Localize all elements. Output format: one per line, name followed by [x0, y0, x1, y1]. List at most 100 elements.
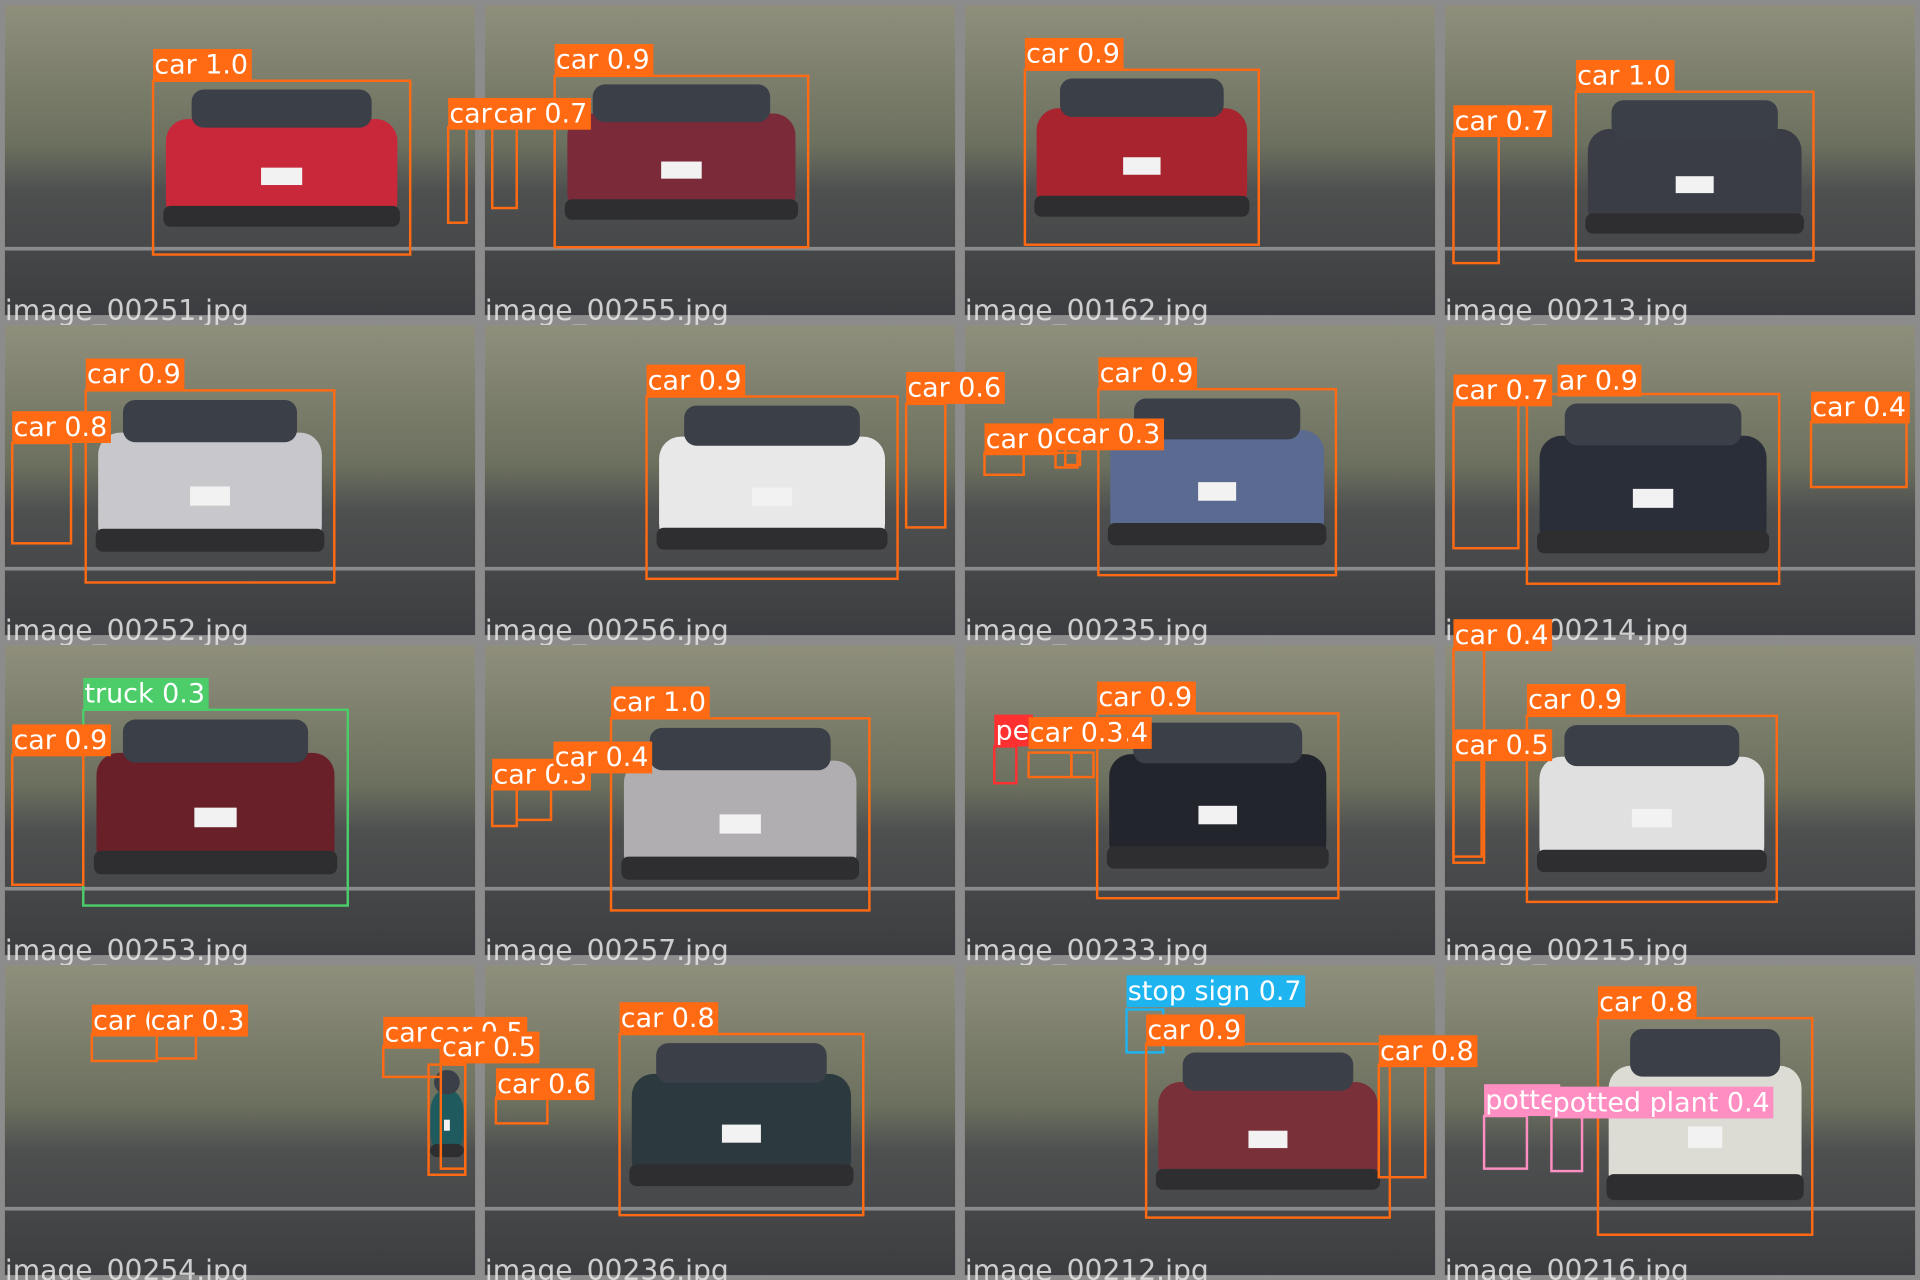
label-background — [1453, 729, 1553, 762]
detection-label: car 0.5 — [1455, 730, 1549, 761]
car-window — [592, 84, 771, 123]
filename: image_00257.jpg — [485, 934, 729, 967]
bounding-box — [1525, 714, 1778, 904]
bounding-box — [84, 389, 336, 584]
car-bumper — [1106, 846, 1329, 869]
detections: stop sign 0.7 car 0.9 car 0.8 — [1125, 975, 1478, 1219]
license-plate — [190, 486, 230, 506]
bounding-box — [553, 74, 810, 249]
bounding-box — [609, 717, 871, 912]
car-window — [434, 1070, 460, 1095]
label-background — [1453, 374, 1553, 407]
label-background — [12, 724, 111, 757]
label-background — [1146, 1014, 1245, 1047]
filename: image_00251.jpg — [5, 294, 249, 327]
detection-label: car 0.6 — [497, 1069, 591, 1100]
car-window — [656, 1043, 827, 1083]
tile: image_00236.jpg — [484, 964, 956, 1280]
label-background — [1097, 681, 1196, 714]
parking-line — [4, 886, 476, 891]
label-background — [440, 1031, 540, 1064]
license-plate — [444, 1119, 450, 1131]
detections: car 0.7 car 0.9 — [491, 44, 810, 249]
label-background — [153, 48, 252, 81]
label-background — [1126, 975, 1306, 1008]
detections: car 0.9 car 0.6 — [645, 364, 1005, 581]
label-background — [646, 364, 746, 397]
car-window — [1564, 403, 1742, 446]
label-background — [1065, 418, 1164, 451]
license-plate — [1675, 176, 1714, 194]
detections: ar 0.9 car 0.7 car 0.4 — [1452, 364, 1910, 585]
label-background — [611, 686, 710, 719]
detection-label: car 0.7 — [1455, 375, 1549, 406]
detection-label: car 0.3 — [1067, 419, 1161, 450]
filename: image_00255.jpg — [485, 294, 729, 327]
parking-line — [484, 1206, 956, 1211]
bounding-box — [1574, 90, 1815, 262]
label-background — [1484, 1084, 1561, 1117]
license-plate — [751, 487, 793, 506]
detection-label: car 0.8 — [621, 1003, 715, 1034]
parking-line — [4, 246, 476, 251]
car-bumper — [1107, 523, 1327, 546]
car-window — [1059, 78, 1224, 117]
label-background — [12, 411, 111, 443]
detection-label: car 0.4 — [1455, 620, 1549, 651]
detection-label: car 1.0 — [154, 50, 248, 81]
car-bumper — [1606, 1174, 1804, 1201]
detections: car 0.7 car 1.0 — [1452, 59, 1815, 265]
detection-label: car 0.7 — [493, 99, 587, 130]
filename: image_00236.jpg — [485, 1254, 729, 1280]
license-plate — [1632, 488, 1674, 508]
detection-label: car 0.9 — [1100, 358, 1194, 389]
filename: image_00233.jpg — [965, 934, 1209, 967]
parking-line — [484, 566, 956, 571]
car-bumper — [1537, 530, 1770, 554]
car-bumper — [95, 528, 325, 552]
bounding-box — [645, 395, 899, 581]
label-background — [85, 358, 185, 391]
label-background — [1378, 1035, 1478, 1068]
parking-line — [1444, 886, 1916, 891]
bounding-box — [151, 79, 412, 256]
detection-label: car ( — [93, 1005, 154, 1036]
detection-label: car 0.3 — [1030, 718, 1124, 749]
detection-label: car 0.4 — [1812, 392, 1906, 423]
car-window — [1134, 398, 1301, 440]
license-plate — [1687, 1126, 1723, 1149]
detection-label: truck 0.3 — [84, 679, 204, 710]
car-bumper — [629, 1164, 854, 1187]
bounding-box — [1596, 1016, 1814, 1236]
detection-label: car 0.9 — [1026, 39, 1120, 70]
license-plate — [721, 1124, 761, 1143]
car-window — [1182, 1052, 1354, 1091]
parking-line — [964, 886, 1436, 891]
car-window — [1630, 1028, 1781, 1077]
label-background — [492, 97, 591, 130]
parking-line — [964, 246, 1436, 251]
bounding-box — [1095, 712, 1340, 900]
car-bumper — [1585, 213, 1804, 234]
bounding-box — [1144, 1042, 1392, 1219]
tile: image_00215.jpg — [1444, 644, 1916, 967]
car-bumper — [656, 527, 888, 550]
label-background — [91, 1004, 159, 1037]
car-window — [123, 399, 297, 443]
label-background — [1098, 357, 1198, 390]
detections: car 0.9 car 0.8 — [11, 358, 336, 584]
license-plate — [1198, 482, 1237, 501]
detection-label: potte — [1485, 1085, 1556, 1116]
car-window — [191, 89, 372, 128]
label-background — [1575, 59, 1675, 92]
car-bumper — [1155, 1168, 1381, 1190]
car-window — [1564, 725, 1740, 767]
label-background — [984, 423, 1058, 456]
parking-line — [1444, 246, 1916, 251]
bounding-box — [618, 1032, 865, 1217]
tile: image_00257.jpg — [484, 644, 956, 967]
label-background — [1453, 105, 1553, 138]
